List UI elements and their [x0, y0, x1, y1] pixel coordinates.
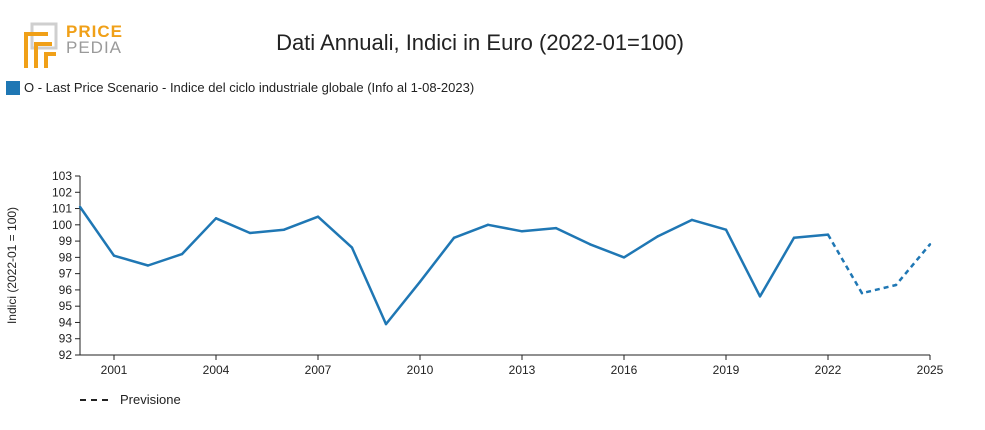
main-series-line	[78, 206, 829, 326]
legend-label: O - Last Price Scenario - Indice del cic…	[24, 80, 475, 95]
data-point	[486, 223, 490, 227]
data-point	[78, 205, 82, 209]
y-tick-label: 102	[52, 185, 72, 199]
data-point	[452, 236, 456, 240]
data-point	[758, 295, 762, 298]
data-point	[656, 235, 660, 238]
data-point	[316, 215, 320, 218]
y-tick-label: 101	[52, 202, 72, 216]
y-tick-label: 98	[59, 250, 73, 264]
data-point	[724, 228, 728, 231]
data-point	[690, 218, 694, 222]
forecast-legend: Previsione	[80, 392, 181, 407]
y-tick-label: 93	[59, 332, 73, 346]
y-tick-label: 92	[59, 348, 73, 362]
data-point	[554, 226, 558, 230]
legend-swatch	[6, 80, 20, 95]
x-tick-label: 2004	[203, 363, 230, 377]
y-tick-label: 97	[59, 267, 73, 281]
y-tick-label: 100	[52, 218, 72, 232]
series-legend[interactable]: O - Last Price Scenario - Indice del cic…	[6, 80, 474, 95]
data-point	[520, 230, 524, 233]
logo-price: PRICE	[66, 22, 123, 41]
logo-mark-icon	[24, 22, 58, 68]
data-point	[180, 252, 184, 256]
y-tick-label: 95	[59, 299, 73, 313]
forecast-data-point	[826, 233, 830, 236]
x-tick-label: 2022	[815, 363, 842, 377]
logo-text: PRICE PEDIA	[66, 22, 123, 57]
y-tick-label: 96	[59, 283, 73, 297]
forecast-label: Previsione	[120, 392, 181, 407]
y-tick-label: 94	[59, 315, 73, 329]
y-axis-label: Indici (2022-01 = 100)	[5, 207, 19, 324]
x-tick-label: 2013	[509, 363, 536, 377]
data-point	[146, 264, 150, 267]
x-tick-label: 2019	[713, 363, 740, 377]
data-point	[112, 254, 116, 257]
x-tick-label: 2007	[305, 363, 332, 377]
data-point	[214, 217, 218, 220]
x-tick-label: 2025	[917, 363, 944, 377]
x-tick-label: 2001	[101, 363, 128, 377]
data-point	[282, 228, 286, 231]
pricepedia-logo: PRICE PEDIA	[18, 22, 128, 72]
data-point	[418, 280, 422, 283]
data-point	[350, 246, 354, 249]
data-point	[588, 243, 592, 246]
y-tick-label: 103	[52, 169, 72, 183]
forecast-series-line	[826, 233, 931, 295]
data-point	[384, 322, 388, 326]
forecast-data-point	[928, 243, 932, 246]
data-point	[248, 231, 252, 235]
forecast-data-point	[894, 283, 898, 287]
forecast-data-point	[860, 291, 864, 295]
data-point	[792, 236, 796, 240]
chart-title: Dati Annuali, Indici in Euro (2022-01=10…	[276, 30, 684, 55]
x-tick-label: 2016	[611, 363, 638, 377]
x-tick-label: 2010	[407, 363, 434, 377]
data-point	[622, 256, 626, 259]
dashed-line-sample	[80, 398, 108, 401]
y-tick-label: 99	[59, 234, 73, 248]
logo-pedia: PEDIA	[66, 38, 123, 57]
